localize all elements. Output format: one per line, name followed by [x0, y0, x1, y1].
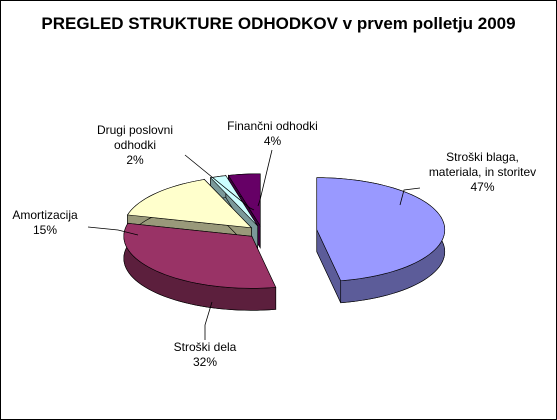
data-label: Stroški dela 32%: [150, 340, 260, 370]
data-label: Amortizacija 15%: [0, 208, 90, 238]
category-label: Finančni odhodki: [227, 119, 318, 133]
title-box: PREGLED STRUKTURE ODHODKOV v prvem polle…: [41, 14, 516, 33]
leader-line: [399, 187, 421, 206]
value-label: 32%: [192, 355, 218, 369]
leader-line: [87, 226, 139, 236]
leader-line: [184, 154, 255, 211]
value-label: 2%: [126, 153, 144, 167]
slice: [227, 173, 261, 227]
chart-title: PREGLED STRUKTURE ODHODKOV v prvem polle…: [41, 14, 516, 33]
slice: [126, 179, 253, 229]
value-label: 47%: [470, 180, 495, 194]
category-label: Stroški blaga, materiala, in storitev: [428, 150, 537, 179]
value-label: 15%: [32, 223, 58, 237]
slice: [123, 223, 277, 289]
category-label: Stroški dela: [173, 340, 237, 354]
category-label: Amortizacija: [12, 208, 78, 222]
slice: [209, 175, 258, 227]
slice: [316, 177, 446, 282]
data-label: Stroški blaga, materiala, in storitev 47%: [420, 150, 545, 195]
leader-line: [204, 301, 213, 340]
data-label: Finančni odhodki 4%: [210, 119, 335, 149]
data-label: Drugi poslovni odhodki 2%: [85, 123, 185, 168]
value-label: 4%: [263, 134, 282, 148]
leader-line: [257, 149, 273, 207]
category-label: Drugi poslovni odhodki: [96, 123, 174, 152]
